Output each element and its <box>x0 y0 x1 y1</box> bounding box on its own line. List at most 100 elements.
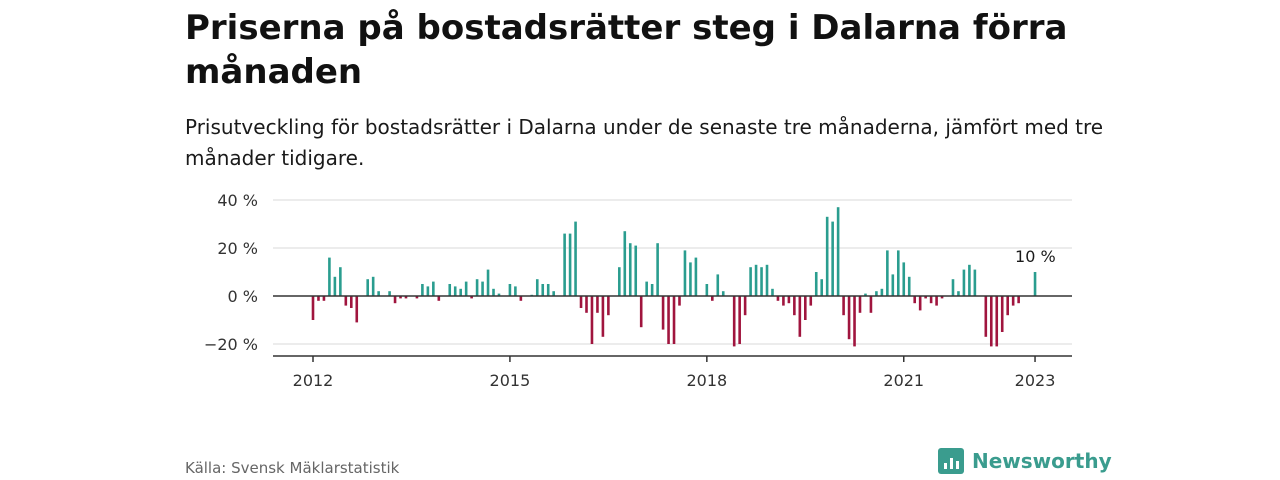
bar <box>1033 272 1037 296</box>
bar <box>694 257 698 296</box>
bar <box>793 296 796 316</box>
bar <box>355 296 359 323</box>
bar <box>333 276 337 296</box>
bar <box>667 296 670 344</box>
bar <box>705 284 709 296</box>
bar <box>349 296 353 308</box>
bar <box>623 231 627 296</box>
x-tick-label: 2018 <box>686 371 727 390</box>
bar <box>875 291 878 296</box>
y-tick-label: −20 % <box>204 335 258 354</box>
bar <box>661 296 665 330</box>
bar <box>896 250 900 296</box>
bar <box>421 284 424 296</box>
bar <box>716 274 720 296</box>
bar <box>995 296 999 347</box>
bar <box>962 269 966 296</box>
bar <box>453 286 457 296</box>
bar <box>656 243 659 296</box>
bar <box>765 264 769 296</box>
bar-chart: 40 % 20 % 0 % −20 % 2012 2015 2018 2021 2023 10 % <box>204 191 1072 390</box>
bar <box>760 267 763 296</box>
bar <box>1000 296 1004 332</box>
bar <box>853 296 856 347</box>
bar <box>574 221 577 296</box>
bar <box>579 296 583 308</box>
bar <box>514 286 517 296</box>
bar <box>951 279 955 296</box>
chart-title: Priserna på bostadsrätter steg i Dalarna… <box>185 8 1068 92</box>
bar <box>404 296 408 299</box>
bar <box>935 296 938 306</box>
bar <box>672 296 676 344</box>
last-value-annotation: 10 % <box>1015 247 1056 266</box>
bar <box>371 276 375 296</box>
bar <box>825 216 829 296</box>
bar <box>1017 296 1020 304</box>
bar <box>842 296 845 316</box>
source-note: Källa: Svensk Mäklarstatistik <box>185 459 400 477</box>
bar <box>1006 296 1009 316</box>
bar <box>886 250 889 296</box>
bar <box>497 293 501 296</box>
bar <box>639 296 643 328</box>
bar <box>535 279 539 296</box>
bar <box>683 250 687 296</box>
newsworthy-logo-icon <box>938 448 964 474</box>
bar <box>864 293 867 296</box>
bar <box>317 296 320 301</box>
bar <box>311 296 315 320</box>
bar <box>585 296 588 313</box>
brand-logo: Newsworthy <box>938 448 1112 474</box>
bar <box>344 296 348 306</box>
bar <box>634 245 638 296</box>
chart-subtitle: Prisutveckling för bostadsrätter i Dalar… <box>185 115 1104 170</box>
bar <box>590 296 594 344</box>
bar <box>787 296 791 304</box>
bar <box>470 296 473 299</box>
bar <box>891 274 895 296</box>
bar <box>464 281 468 296</box>
bar <box>552 291 555 296</box>
y-tick-label: 20 % <box>217 239 258 258</box>
bar <box>366 279 369 296</box>
bar <box>481 281 484 296</box>
bar <box>984 296 988 337</box>
bar <box>814 272 818 296</box>
bar <box>388 291 391 296</box>
bar <box>563 233 566 296</box>
bar <box>377 291 380 296</box>
bar <box>809 296 813 306</box>
bar <box>607 296 610 316</box>
bar <box>836 207 840 296</box>
bar <box>732 296 736 347</box>
bar <box>913 296 916 304</box>
bar <box>618 267 621 296</box>
bar <box>880 288 884 296</box>
bar <box>426 286 430 296</box>
bar <box>678 296 681 306</box>
bar <box>776 296 780 301</box>
bar <box>831 221 834 296</box>
x-tick-label: 2012 <box>293 371 334 390</box>
bar <box>940 296 944 299</box>
x-tick-label: 2021 <box>883 371 924 390</box>
bar <box>437 296 441 301</box>
bar <box>918 296 922 311</box>
bar <box>869 296 873 313</box>
x-tick-label: 2023 <box>1015 371 1056 390</box>
bar <box>858 296 862 313</box>
bar <box>968 264 971 296</box>
bar <box>541 284 545 296</box>
bar <box>508 284 512 296</box>
bar <box>798 296 802 337</box>
bar <box>820 279 824 296</box>
bar <box>738 296 741 344</box>
bar <box>902 262 906 296</box>
bar <box>650 284 654 296</box>
y-tick-label: 40 % <box>217 191 258 210</box>
bar <box>415 296 419 299</box>
bar <box>596 296 599 313</box>
bar <box>546 284 550 296</box>
bar <box>448 284 452 296</box>
